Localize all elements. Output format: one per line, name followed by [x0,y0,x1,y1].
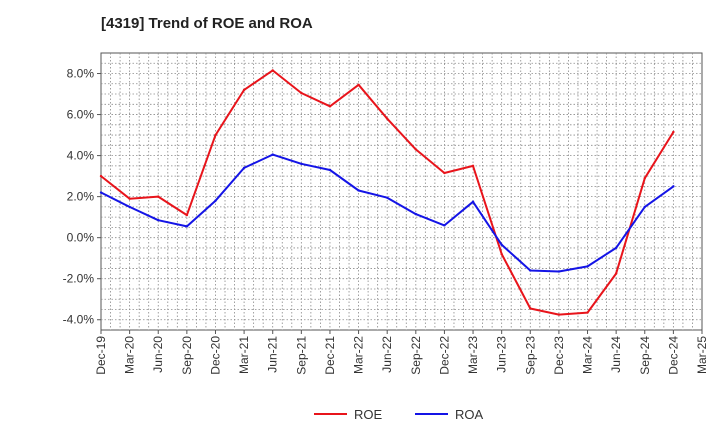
legend-label-roa: ROA [455,407,484,422]
data-point-roa [557,270,561,273]
data-point-roa [185,225,189,228]
x-tick-label: Dec-24 [666,336,680,375]
grid-layer [100,52,703,331]
data-point-roa [471,200,475,203]
data-point-roe [214,133,217,137]
x-tick-label: Mar-20 [123,336,137,374]
data-point-roa [300,162,303,165]
data-point-roe [328,105,332,108]
data-point-roe [471,164,475,168]
x-tick-label: Dec-20 [208,336,222,375]
data-point-roe [672,130,675,134]
data-point-roe [242,88,246,92]
x-tick-label: Dec-22 [437,336,451,375]
data-point-roa [357,189,360,192]
axis-layer: 8.0% 6.0% 4.0% 2.0% 0.0% -2.0% -4.0% Dec-19 Mar-… [63,67,709,375]
y-tick-label: 2.0% [67,190,95,204]
x-tick-label: Dec-19 [94,336,108,375]
data-point-roe [643,176,646,180]
data-point-roe [99,174,103,178]
data-point-roa [414,212,418,216]
x-tick-label: Jun-23 [495,336,509,373]
data-point-roa [643,205,646,209]
data-point-roa [271,153,274,156]
data-point-roe [385,117,389,120]
x-tick-label: Sep-24 [638,336,652,375]
data-point-roa [500,243,503,247]
y-tick-label: -2.0% [63,272,95,286]
data-point-roe [414,148,418,151]
x-tick-label: Jun-24 [609,336,623,373]
data-point-roe [271,69,274,72]
x-tick-label: Mar-23 [466,336,480,374]
legend: ROE ROA [314,407,484,422]
data-point-roa [128,205,131,209]
data-point-roe [357,83,360,87]
x-tick-label: Mar-24 [581,336,595,374]
data-point-roa [157,219,160,222]
data-point-roa [672,185,675,188]
data-point-roa [443,224,446,227]
data-point-roa [328,168,332,172]
data-point-roe [185,213,189,217]
x-tick-label: Mar-25 [695,336,709,374]
data-point-roe [614,272,618,275]
data-point-roe [300,91,303,95]
y-tick-label: 0.0% [67,231,95,245]
data-point-roe [529,307,532,310]
series-layer [99,69,675,316]
y-tick-label: 8.0% [67,67,95,81]
x-tick-label: Dec-23 [552,336,566,375]
data-point-roa [529,269,532,272]
chart-title: [4319] Trend of ROE and ROA [101,15,313,32]
data-point-roa [385,196,389,199]
x-tick-label: Jun-20 [151,336,165,373]
data-point-roe [443,171,446,175]
data-point-roe [557,313,561,316]
data-point-roa [614,246,618,250]
y-tick-label: 6.0% [67,108,95,122]
data-point-roa [242,166,246,170]
data-point-roa [99,191,103,194]
data-point-roa [214,199,217,202]
y-tick-label: -4.0% [63,313,95,327]
x-tick-label: Jun-21 [266,336,280,373]
x-tick-label: Mar-22 [352,336,366,374]
x-tick-label: Sep-20 [180,336,194,375]
y-tick-label: 4.0% [67,149,95,163]
data-point-roe [128,197,131,200]
data-point-roe [500,252,503,256]
x-tick-label: Mar-21 [237,336,251,374]
x-tick-label: Sep-22 [409,336,423,375]
data-point-roa [586,265,589,268]
data-point-roe [586,311,589,314]
data-point-roe [157,195,160,198]
x-tick-label: Sep-23 [523,336,537,375]
x-tick-label: Jun-22 [380,336,394,373]
legend-label-roe: ROE [354,407,383,422]
x-tick-label: Dec-21 [323,336,337,375]
plot-frame [100,52,703,331]
x-tick-label: Sep-21 [294,336,308,375]
